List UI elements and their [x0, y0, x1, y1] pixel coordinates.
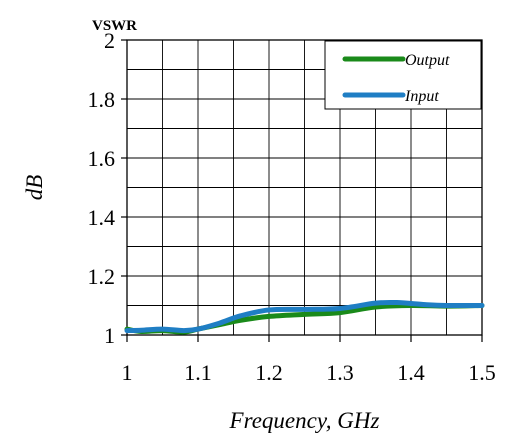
plot-frame — [126, 39, 483, 336]
x-tick-label: 1 — [122, 360, 133, 385]
x-axis-ticks: 1 1.1 1.2 1.3 1.4 1.5 — [122, 335, 496, 385]
x-tick-label: 1.2 — [255, 360, 283, 385]
y-tick-label: 1.6 — [88, 146, 116, 171]
y-axis-ticks: 1 1.2 1.4 1.6 1.8 2 — [88, 28, 127, 348]
series-layer — [124, 299, 485, 335]
x-tick-label: 1.4 — [397, 360, 425, 385]
legend-label-output: Output — [405, 52, 450, 69]
y-tick-label: 1 — [104, 323, 115, 348]
y-axis-title: dB — [22, 175, 47, 201]
x-tick-label: 1.5 — [468, 360, 496, 385]
legend-label-input: Input — [404, 88, 439, 105]
y-tick-label: 1.8 — [88, 87, 116, 112]
y-tick-label: 2 — [104, 28, 115, 53]
legend-box — [324, 40, 482, 110]
x-tick-label: 1.3 — [326, 360, 354, 385]
y-tick-label: 1.4 — [88, 205, 116, 230]
x-axis-title: Frequency, GHz — [229, 408, 380, 433]
series-line-input — [124, 299, 485, 334]
legend: Output Input — [324, 40, 482, 110]
x-tick-label: 1.1 — [184, 360, 212, 385]
y-tick-label: 1.2 — [88, 264, 116, 289]
chart-title: VSWR — [92, 18, 137, 34]
